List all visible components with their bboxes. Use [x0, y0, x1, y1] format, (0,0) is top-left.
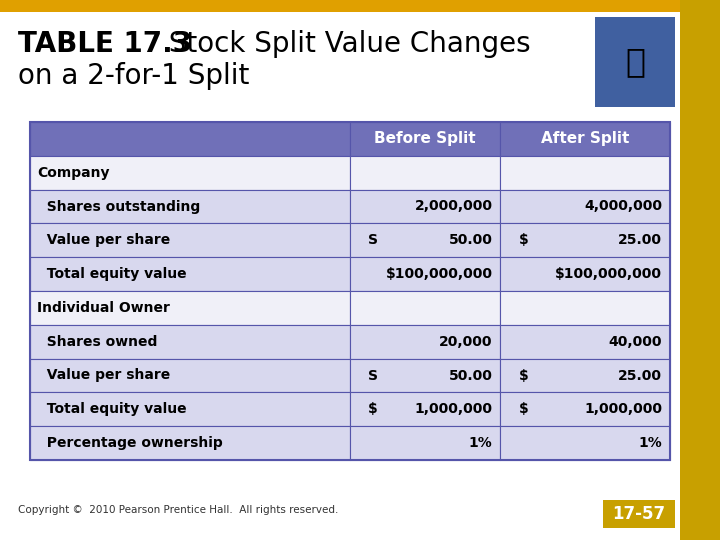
Bar	[350, 190, 500, 224]
Bar	[500, 156, 670, 190]
Bar	[30, 325, 350, 359]
Text: 1,000,000: 1,000,000	[415, 402, 492, 416]
Bar	[500, 224, 670, 257]
Text: 25.00: 25.00	[618, 368, 662, 382]
Bar	[500, 291, 670, 325]
Bar	[30, 122, 350, 156]
Text: Percentage ownership: Percentage ownership	[37, 436, 222, 450]
Text: $: $	[518, 233, 528, 247]
Bar	[30, 426, 350, 460]
Bar	[350, 359, 500, 393]
Text: Shares outstanding: Shares outstanding	[37, 199, 200, 213]
Text: $: $	[518, 368, 528, 382]
Bar	[500, 359, 670, 393]
Text: 50.00: 50.00	[449, 368, 492, 382]
Text: 40,000: 40,000	[608, 335, 662, 349]
Text: $100,000,000: $100,000,000	[555, 267, 662, 281]
Bar	[500, 325, 670, 359]
Text: 17-57: 17-57	[613, 505, 665, 523]
Text: 25.00: 25.00	[618, 233, 662, 247]
Bar	[350, 325, 500, 359]
Bar	[30, 393, 350, 426]
Text: Value per share: Value per share	[37, 233, 170, 247]
Bar	[30, 122, 670, 460]
Text: $100,000,000: $100,000,000	[385, 267, 492, 281]
Bar	[30, 291, 350, 325]
Text: Total equity value: Total equity value	[37, 267, 186, 281]
Bar	[30, 156, 350, 190]
Text: 🔧: 🔧	[625, 45, 645, 78]
Text: 1,000,000: 1,000,000	[584, 402, 662, 416]
Bar	[350, 291, 500, 325]
Bar	[350, 426, 500, 460]
Bar	[30, 190, 350, 224]
Text: S: S	[368, 368, 378, 382]
Bar	[0, 0, 720, 12]
Bar	[603, 500, 675, 528]
Text: After Split: After Split	[541, 131, 629, 146]
Bar	[30, 359, 350, 393]
Bar	[500, 257, 670, 291]
Bar	[500, 426, 670, 460]
Text: $: $	[518, 402, 528, 416]
Bar	[595, 17, 675, 107]
Text: Before Split: Before Split	[374, 131, 476, 146]
Bar	[350, 122, 500, 156]
Bar	[680, 0, 720, 540]
Bar	[500, 190, 670, 224]
Text: $: $	[368, 402, 378, 416]
Bar	[500, 393, 670, 426]
Bar	[30, 224, 350, 257]
Bar	[350, 257, 500, 291]
Text: 4,000,000: 4,000,000	[584, 199, 662, 213]
Text: 2,000,000: 2,000,000	[415, 199, 492, 213]
Text: Stock Split Value Changes: Stock Split Value Changes	[151, 30, 531, 58]
Bar	[350, 393, 500, 426]
Bar	[500, 122, 670, 156]
Text: Copyright ©  2010 Pearson Prentice Hall.  All rights reserved.: Copyright © 2010 Pearson Prentice Hall. …	[18, 505, 338, 515]
Text: on a 2-for-1 Split: on a 2-for-1 Split	[18, 62, 249, 90]
Bar	[350, 224, 500, 257]
Text: Individual Owner: Individual Owner	[37, 301, 170, 315]
Text: Total equity value: Total equity value	[37, 402, 186, 416]
Text: Shares owned: Shares owned	[37, 335, 158, 349]
Bar	[350, 156, 500, 190]
Text: 1%: 1%	[638, 436, 662, 450]
Text: Value per share: Value per share	[37, 368, 170, 382]
Text: 50.00: 50.00	[449, 233, 492, 247]
Text: 1%: 1%	[469, 436, 492, 450]
Text: S: S	[368, 233, 378, 247]
Text: 20,000: 20,000	[439, 335, 492, 349]
Text: TABLE 17.3: TABLE 17.3	[18, 30, 192, 58]
Bar	[30, 257, 350, 291]
Text: Company: Company	[37, 166, 109, 180]
